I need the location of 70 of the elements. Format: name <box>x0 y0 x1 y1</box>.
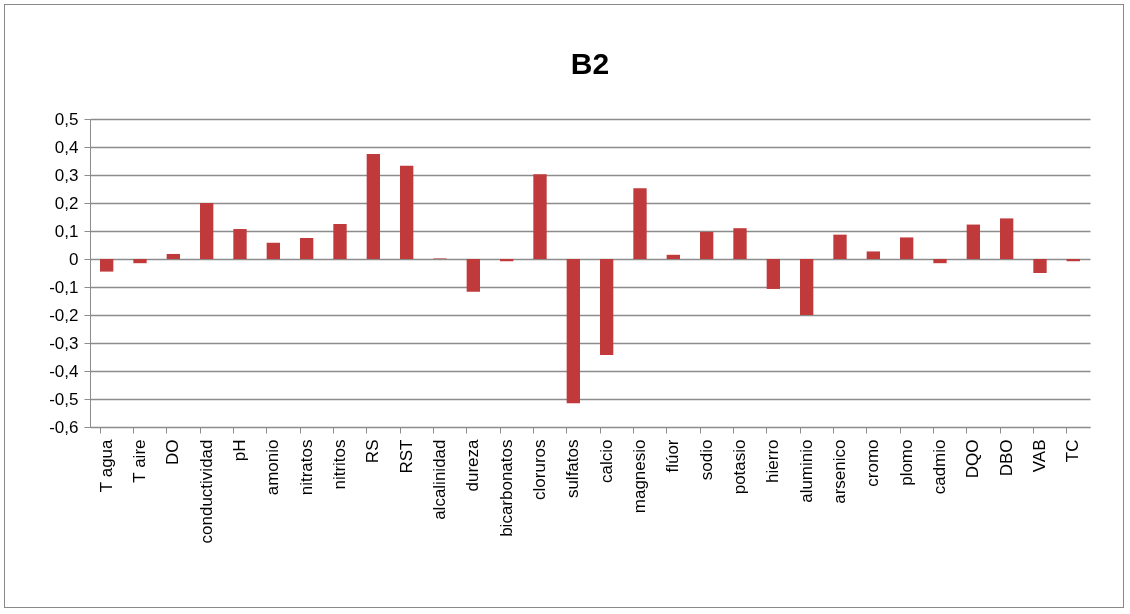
bar <box>300 238 314 259</box>
x-tick-label: VAB <box>1030 439 1049 473</box>
y-tick-label: 0,1 <box>54 221 79 241</box>
x-tick-label: nitratos <box>296 439 316 496</box>
y-tick-label: 0,4 <box>54 137 79 157</box>
x-tick-label: cromo <box>863 439 883 487</box>
x-tick-label: conductividad <box>196 439 216 544</box>
bar <box>400 165 414 259</box>
x-tick-label: aluminio <box>796 439 816 503</box>
y-tick-label: 0,3 <box>54 165 79 185</box>
bar <box>533 174 547 259</box>
bar <box>266 242 280 259</box>
bar <box>466 259 480 292</box>
bar <box>566 259 580 404</box>
bar <box>900 237 914 259</box>
x-tick-label: magnesio <box>630 439 649 514</box>
bar <box>800 259 814 315</box>
bar <box>833 234 847 259</box>
bar <box>966 224 980 259</box>
x-tick-label: flúor <box>663 439 683 473</box>
x-tick-label: DO <box>163 439 183 465</box>
bar <box>1033 259 1047 273</box>
y-tick-label: 0,2 <box>54 193 79 213</box>
bar <box>333 224 347 259</box>
y-tick-label: -0,4 <box>49 361 79 381</box>
x-tick-label: sulfatos <box>563 439 583 499</box>
bar <box>200 203 214 259</box>
x-tick-label: DQO <box>963 439 983 479</box>
x-tick-label: sodio <box>696 439 716 481</box>
bar <box>133 259 147 264</box>
x-tick-label: dureza <box>463 438 483 492</box>
bar <box>233 229 247 259</box>
y-tick-label: -0,2 <box>49 305 79 325</box>
y-tick-label: 0,5 <box>54 109 79 129</box>
bar <box>166 253 180 259</box>
y-tick-label: -0,1 <box>49 277 79 297</box>
x-tick-label: plomo <box>896 439 916 486</box>
bar <box>866 251 880 259</box>
bar <box>1000 218 1014 259</box>
x-tick-label: RS <box>363 439 383 464</box>
x-tick-label: cloruros <box>530 439 549 500</box>
bar <box>600 259 614 356</box>
bar <box>100 259 114 272</box>
bar <box>700 231 714 259</box>
bar <box>933 259 947 264</box>
bar <box>666 254 680 259</box>
x-tick-label: calcio <box>596 439 616 483</box>
bar <box>733 228 747 259</box>
x-tick-label: potasio <box>730 439 749 495</box>
bar <box>366 154 380 259</box>
x-tick-label: amonio <box>263 439 283 496</box>
x-tick-label: nitritos <box>330 439 349 490</box>
y-tick-label: -0,3 <box>49 333 79 353</box>
x-tick-label: pH <box>230 439 249 462</box>
x-tick-label: RST <box>396 439 416 474</box>
x-tick-label: alcalinidad <box>430 439 449 520</box>
y-tick-label: -0,6 <box>49 417 79 437</box>
x-tick-label: T aire <box>130 439 149 483</box>
x-tick-label: T agua <box>96 438 116 493</box>
chart-title: B2 <box>570 47 610 80</box>
x-tick-label: cadmio <box>930 439 949 495</box>
y-tick-label: 0 <box>69 249 79 269</box>
x-tick-label: hierro <box>763 439 783 483</box>
bar <box>633 188 647 259</box>
x-tick-label: TC <box>1063 439 1083 463</box>
bar <box>766 259 780 289</box>
x-tick-label: bicarbonatos <box>496 439 516 537</box>
x-tick-label: DBO <box>996 439 1016 477</box>
x-tick-label: arsenico <box>830 439 849 504</box>
y-tick-label: -0,5 <box>49 389 79 409</box>
